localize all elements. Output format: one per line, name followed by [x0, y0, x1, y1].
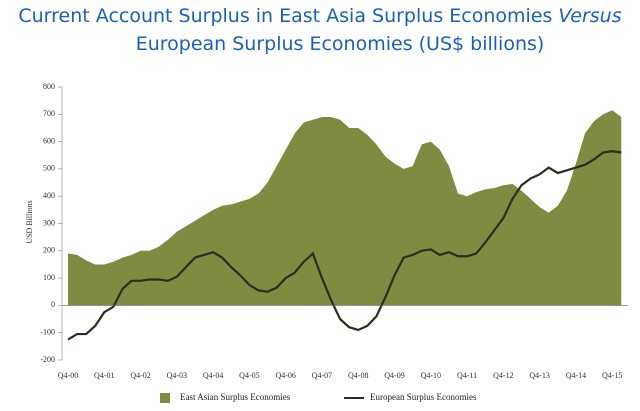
y-tick-label: -200	[40, 355, 55, 364]
x-tick-label: Q4-13	[529, 371, 549, 380]
y-tick-label: -100	[40, 328, 55, 337]
x-tick-label: Q4-03	[167, 371, 187, 380]
x-tick-label: Q4-06	[275, 371, 295, 380]
x-tick-label: Q4-12	[493, 371, 513, 380]
y-tick-label: 400	[43, 191, 55, 200]
x-tick-label: Q4-11	[457, 371, 477, 380]
y-tick-label: 300	[43, 218, 55, 227]
chart-title: Current Account Surplus in East Asia Sur…	[18, 5, 621, 27]
area	[68, 110, 622, 306]
x-tick-label: Q4-07	[312, 371, 332, 380]
x-tick-label: Q4-04	[203, 371, 223, 380]
legend-label: East Asian Surplus Economies	[180, 392, 291, 402]
y-axis-label: USD Billions	[25, 200, 34, 243]
y-tick-label: 500	[43, 164, 55, 173]
y-tick-label: 600	[43, 136, 55, 145]
legend-label: European Surplus Economies	[370, 392, 477, 402]
x-tick-label: Q4-08	[348, 371, 368, 380]
y-tick-label: 800	[43, 82, 55, 91]
title-italic: Versus	[558, 5, 621, 27]
y-tick-label: 700	[43, 109, 55, 118]
y-tick-label: 0	[51, 300, 55, 309]
x-tick-label: Q4-02	[130, 371, 150, 380]
x-tick-label: Q4-05	[239, 371, 259, 380]
x-tick-label: Q4-14	[566, 371, 586, 380]
y-tick-label: 200	[43, 246, 55, 255]
line	[67, 150, 622, 341]
x-tick-label: Q4-00	[58, 371, 78, 380]
x-tick-label: Q4-15	[602, 371, 622, 380]
y-tick-label: 100	[43, 273, 55, 282]
chart-title-line2: European Surplus Economies (US$ billions…	[136, 33, 545, 55]
legend-swatch	[160, 393, 170, 403]
x-tick-label: Q4-10	[421, 371, 441, 380]
x-tick-label: Q4-01	[94, 371, 114, 380]
x-tick-label: Q4-09	[384, 371, 404, 380]
title-text: Current Account Surplus in East Asia Sur…	[18, 5, 552, 27]
